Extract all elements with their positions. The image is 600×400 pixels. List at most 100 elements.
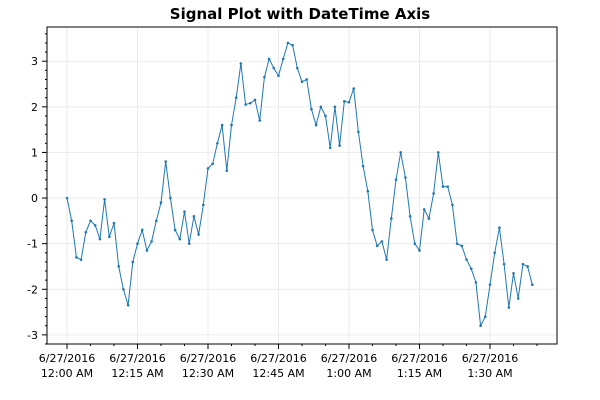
data-point xyxy=(131,260,135,264)
data-point xyxy=(371,228,374,232)
data-point xyxy=(136,242,139,245)
data-point xyxy=(512,272,515,275)
x-tick-label-time: 12:45 AM xyxy=(252,367,304,380)
data-point xyxy=(338,144,341,147)
x-tick-label-time: 1:00 AM xyxy=(326,367,371,380)
data-point xyxy=(291,43,294,47)
x-tick-label-date: 6/27/2016 xyxy=(180,352,236,365)
data-point xyxy=(150,240,153,243)
data-point xyxy=(394,178,398,182)
y-tick-label: 0 xyxy=(31,192,38,205)
data-point xyxy=(319,105,323,109)
data-point xyxy=(178,237,182,241)
data-point xyxy=(145,249,149,252)
data-point xyxy=(75,256,78,259)
data-point xyxy=(286,41,290,45)
data-point xyxy=(296,66,299,70)
data-point xyxy=(244,103,247,106)
data-point xyxy=(258,119,262,122)
data-point xyxy=(272,66,276,70)
data-point xyxy=(79,258,83,261)
data-point xyxy=(422,208,426,211)
data-point xyxy=(173,228,177,232)
data-point xyxy=(498,226,501,229)
data-point xyxy=(347,100,351,104)
data-point xyxy=(474,281,478,284)
series-layer xyxy=(65,41,534,328)
x-tick-label-date: 6/27/2016 xyxy=(109,352,165,365)
data-point xyxy=(122,287,125,291)
data-point xyxy=(493,251,497,255)
data-point xyxy=(516,297,520,300)
data-point xyxy=(366,189,370,193)
data-point xyxy=(314,123,318,127)
data-point xyxy=(451,203,454,207)
plot-area-frame xyxy=(46,26,558,345)
data-point xyxy=(333,105,337,109)
x-tick-label-time: 12:00 AM xyxy=(41,367,93,380)
data-point xyxy=(197,233,200,236)
data-point xyxy=(521,262,525,266)
y-tick-label: 3 xyxy=(31,55,38,68)
data-point xyxy=(126,303,130,307)
data-point xyxy=(399,151,403,154)
x-tick-label-date: 6/27/2016 xyxy=(321,352,377,365)
data-point xyxy=(390,217,393,220)
data-point xyxy=(404,176,407,179)
gridlines xyxy=(47,27,557,344)
x-tick-label-time: 12:15 AM xyxy=(111,367,163,380)
data-point xyxy=(277,74,280,78)
data-point xyxy=(432,192,435,195)
data-point xyxy=(361,164,365,168)
data-point xyxy=(502,262,506,266)
data-point xyxy=(249,101,252,105)
data-point xyxy=(469,267,473,271)
series-line xyxy=(66,42,533,328)
data-point xyxy=(169,196,172,200)
data-point xyxy=(357,130,360,134)
x-tick-label-time: 12:30 AM xyxy=(182,367,234,380)
data-point xyxy=(211,162,214,166)
data-point xyxy=(437,151,440,154)
y-tick-label: -1 xyxy=(27,238,38,251)
x-tick-label-time: 1:15 AM xyxy=(397,367,442,380)
data-point xyxy=(408,214,412,218)
data-point xyxy=(305,78,309,81)
data-point xyxy=(89,219,92,223)
data-point xyxy=(230,123,233,127)
y-tick-label: 1 xyxy=(31,146,38,159)
data-point xyxy=(103,198,106,201)
data-point xyxy=(187,242,191,245)
data-point xyxy=(93,224,97,227)
data-point xyxy=(239,62,243,65)
data-point xyxy=(385,258,388,261)
data-point xyxy=(202,203,205,207)
data-point xyxy=(328,146,332,150)
data-point xyxy=(460,244,464,248)
data-point xyxy=(300,80,304,84)
data-point xyxy=(531,283,534,287)
data-point xyxy=(479,324,482,328)
x-tick-label-date: 6/27/2016 xyxy=(462,352,518,365)
data-point xyxy=(112,221,116,225)
data-point xyxy=(216,142,219,145)
data-point xyxy=(263,75,266,79)
data-point xyxy=(310,107,313,111)
data-point xyxy=(159,201,163,204)
data-point xyxy=(183,210,186,214)
data-point xyxy=(441,185,445,188)
data-point xyxy=(427,217,431,220)
data-point xyxy=(343,100,346,103)
y-tick-label: -3 xyxy=(27,329,38,342)
data-point xyxy=(455,242,459,245)
data-point xyxy=(155,219,158,223)
data-point xyxy=(380,240,384,243)
data-point xyxy=(108,235,111,239)
data-point xyxy=(446,185,450,188)
y-tick-label: -2 xyxy=(27,283,38,296)
data-point xyxy=(65,196,69,200)
axes: -3 -2 -1 0 1 2 3 6/27/2016 12:00 AM 6/27/2016 12:1… xyxy=(27,33,538,380)
data-point xyxy=(225,169,229,172)
chart-title: Signal Plot with DateTime Axis xyxy=(169,5,431,23)
